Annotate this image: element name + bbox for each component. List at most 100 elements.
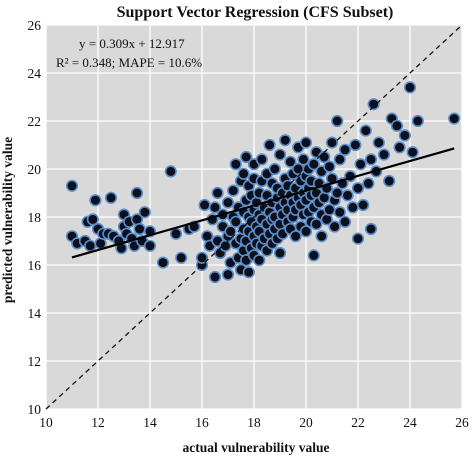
data-point: [104, 191, 118, 204]
data-point: [229, 215, 242, 228]
data-point: [263, 138, 276, 152]
y-axis-label: predicted vulnerability value: [0, 137, 15, 303]
data-point: [156, 256, 170, 269]
x-tick-label: 10: [39, 415, 53, 430]
data-point: [362, 177, 375, 190]
data-point: [299, 136, 313, 149]
fit-statistics: R² = 0.348; MAPE = 10.6%: [56, 55, 202, 70]
data-point: [390, 119, 404, 132]
data-point: [208, 201, 222, 214]
data-point: [164, 165, 177, 178]
regression-equation: y = 0.309x + 12.917: [79, 36, 185, 51]
data-point: [398, 129, 411, 142]
data-point: [198, 198, 211, 212]
data-point: [242, 266, 255, 279]
data-point: [333, 153, 346, 166]
data-point: [307, 249, 320, 262]
data-point: [331, 114, 344, 128]
data-point: [138, 206, 151, 219]
y-tick-label: 22: [28, 114, 42, 129]
data-point: [383, 174, 396, 188]
data-point: [372, 136, 385, 149]
data-point: [338, 143, 352, 156]
data-point: [346, 201, 359, 214]
data-point: [268, 162, 281, 176]
data-point: [279, 134, 292, 147]
data-point: [341, 189, 354, 202]
chart-title: Support Vector Regression (CFS Subset): [117, 4, 394, 21]
data-point: [221, 196, 235, 209]
data-point: [411, 114, 424, 128]
data-point: [393, 141, 406, 154]
data-point: [406, 146, 419, 159]
data-point: [349, 138, 362, 152]
y-tick-label: 16: [28, 258, 42, 273]
data-point: [273, 148, 287, 161]
data-point: [323, 160, 336, 173]
y-tick-label: 10: [28, 402, 42, 417]
x-tick-label: 16: [195, 415, 209, 430]
grid-lines: [45, 24, 463, 410]
y-tick-label: 20: [28, 162, 42, 177]
data-point: [175, 251, 188, 264]
x-axis-label: actual vulnerability value: [182, 440, 329, 455]
data-point: [211, 186, 224, 200]
data-point: [133, 222, 146, 236]
x-tick-label: 18: [247, 415, 261, 430]
data-point: [377, 148, 391, 161]
data-point: [310, 218, 323, 231]
data-point: [289, 230, 302, 243]
data-point: [130, 186, 144, 200]
x-tick-label: 22: [351, 415, 365, 430]
x-tick-label: 14: [143, 415, 157, 430]
data-point: [89, 194, 102, 207]
y-tick-label: 18: [28, 210, 42, 225]
y-tick-label: 24: [28, 66, 42, 81]
data-point: [354, 158, 367, 171]
data-point: [255, 153, 268, 166]
data-point: [367, 98, 380, 111]
data-point: [195, 251, 209, 264]
data-point: [338, 215, 352, 228]
x-tick-label: 26: [455, 415, 469, 430]
data-point: [221, 268, 235, 281]
data-point: [227, 184, 240, 197]
data-point: [299, 225, 313, 238]
data-point: [359, 124, 372, 137]
x-tick-label: 20: [299, 415, 313, 430]
data-point: [351, 232, 365, 245]
x-tick-label: 12: [91, 415, 105, 430]
data-point: [253, 254, 266, 267]
data-point: [224, 225, 237, 238]
data-point: [229, 158, 242, 171]
y-tick-label: 14: [28, 306, 42, 321]
y-tick-label: 26: [28, 18, 42, 33]
data-point: [208, 270, 222, 284]
data-point: [333, 206, 346, 219]
data-point: [364, 153, 378, 166]
data-point: [328, 220, 341, 233]
identity-line: [45, 24, 463, 410]
data-point: [65, 179, 79, 192]
data-point: [403, 81, 417, 94]
data-point: [86, 213, 99, 226]
trend-line: [71, 147, 455, 259]
data-point: [84, 239, 97, 252]
data-point: [169, 227, 183, 240]
data-point: [307, 158, 320, 171]
data-point: [357, 198, 370, 212]
data-point: [315, 230, 328, 243]
data-point: [284, 155, 297, 168]
x-tick-label: 24: [403, 415, 417, 430]
data-point: [240, 150, 253, 164]
data-point: [364, 222, 378, 236]
data-point: [448, 112, 461, 125]
y-tick-label: 12: [28, 354, 42, 369]
data-point: [297, 153, 310, 166]
data-point: [143, 239, 157, 252]
data-point: [273, 246, 287, 260]
data-point: [237, 167, 250, 180]
data-point: [351, 182, 365, 195]
